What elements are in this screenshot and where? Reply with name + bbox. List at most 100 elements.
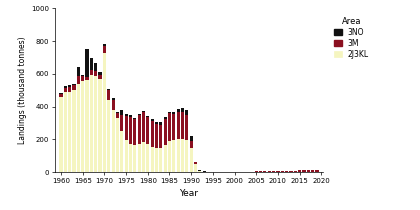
Bar: [94, 76, 97, 172]
Bar: [185, 115, 189, 140]
Bar: [176, 112, 180, 139]
Bar: [120, 131, 123, 172]
Bar: [73, 90, 76, 172]
Bar: [103, 53, 106, 172]
Bar: [116, 113, 119, 118]
Bar: [168, 113, 171, 141]
Bar: [189, 148, 193, 172]
Bar: [155, 122, 158, 124]
Bar: [129, 117, 132, 144]
Bar: [86, 77, 89, 80]
Y-axis label: Landings (thousand tonnes): Landings (thousand tonnes): [18, 37, 27, 144]
Bar: [176, 109, 180, 112]
Bar: [259, 171, 262, 172]
Bar: [176, 139, 180, 172]
Bar: [133, 119, 137, 145]
Bar: [94, 71, 97, 76]
Bar: [81, 75, 84, 76]
Bar: [73, 85, 76, 90]
Bar: [124, 114, 128, 116]
Bar: [172, 112, 176, 114]
Bar: [68, 85, 71, 87]
Bar: [103, 46, 106, 53]
Bar: [68, 87, 71, 92]
Bar: [155, 124, 158, 148]
Bar: [281, 171, 284, 172]
Bar: [307, 170, 310, 172]
Bar: [81, 76, 84, 81]
Bar: [81, 81, 84, 172]
Bar: [202, 171, 206, 172]
Bar: [64, 88, 67, 92]
Bar: [146, 144, 150, 172]
Bar: [99, 75, 102, 79]
Bar: [107, 100, 110, 172]
Bar: [194, 161, 197, 162]
Bar: [137, 114, 141, 115]
Bar: [163, 145, 167, 172]
Bar: [111, 98, 115, 100]
Bar: [64, 86, 67, 88]
Bar: [86, 80, 89, 172]
Bar: [311, 170, 314, 172]
Bar: [289, 171, 292, 172]
Bar: [111, 100, 115, 110]
Bar: [137, 144, 141, 172]
Bar: [107, 89, 110, 90]
Legend: 3NO, 3M, 2J3KL: 3NO, 3M, 2J3KL: [333, 16, 370, 60]
Bar: [133, 118, 137, 119]
Bar: [159, 122, 163, 125]
Bar: [129, 144, 132, 172]
Bar: [285, 171, 288, 172]
Bar: [64, 92, 67, 172]
Bar: [159, 125, 163, 148]
Bar: [73, 84, 76, 85]
Bar: [60, 97, 63, 172]
Bar: [315, 170, 318, 172]
Bar: [150, 147, 154, 172]
Bar: [194, 164, 197, 172]
Bar: [116, 118, 119, 172]
Bar: [189, 136, 193, 141]
Bar: [268, 171, 271, 172]
Bar: [116, 112, 119, 113]
Bar: [146, 117, 150, 144]
Bar: [168, 141, 171, 172]
Bar: [68, 92, 71, 172]
Bar: [90, 75, 93, 172]
Bar: [133, 145, 137, 172]
Bar: [77, 76, 80, 84]
Bar: [86, 49, 89, 77]
Bar: [272, 171, 275, 172]
Bar: [129, 115, 132, 117]
Bar: [124, 116, 128, 140]
Bar: [163, 117, 167, 119]
Bar: [276, 171, 279, 172]
Bar: [94, 63, 97, 71]
Bar: [172, 140, 176, 172]
Bar: [263, 171, 267, 172]
Bar: [294, 171, 297, 172]
Bar: [142, 111, 145, 112]
Bar: [142, 142, 145, 172]
Bar: [99, 72, 102, 75]
Bar: [120, 115, 123, 131]
Bar: [137, 115, 141, 144]
Bar: [124, 140, 128, 172]
Bar: [60, 94, 63, 97]
Bar: [198, 170, 202, 171]
Bar: [255, 171, 258, 172]
Bar: [60, 93, 63, 94]
Bar: [77, 84, 80, 172]
Bar: [146, 116, 150, 117]
Bar: [99, 79, 102, 172]
Bar: [181, 139, 184, 172]
Bar: [198, 171, 202, 172]
Bar: [90, 58, 93, 70]
Bar: [181, 108, 184, 112]
Bar: [163, 119, 167, 145]
Bar: [302, 170, 305, 172]
Bar: [159, 148, 163, 172]
Bar: [172, 114, 176, 140]
Bar: [189, 141, 193, 148]
